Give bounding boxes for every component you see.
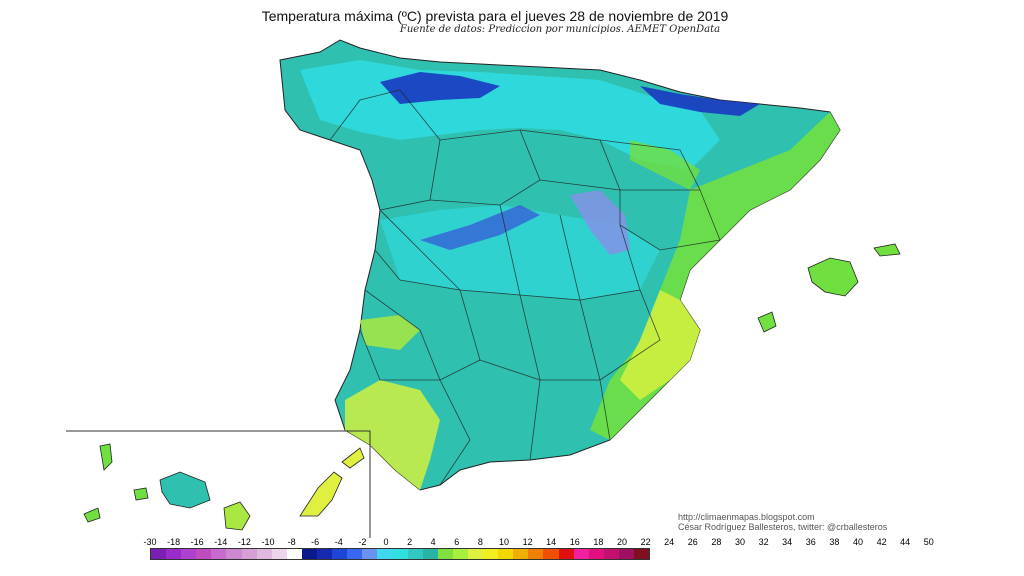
legend-swatch bbox=[362, 549, 378, 559]
legend-swatch bbox=[317, 549, 333, 559]
canary-fuerteventura bbox=[299, 471, 343, 517]
legend-swatch bbox=[634, 549, 650, 559]
balearic-menorca bbox=[873, 243, 901, 257]
legend-swatch bbox=[407, 549, 423, 559]
legend-swatch bbox=[241, 549, 257, 559]
color-legend-bar bbox=[150, 548, 651, 560]
legend-swatch bbox=[483, 549, 499, 559]
warm-west bbox=[360, 315, 420, 350]
canary-la-palma bbox=[99, 443, 113, 471]
legend-swatch bbox=[271, 549, 287, 559]
legend-swatch bbox=[301, 549, 318, 559]
legend-swatch bbox=[498, 549, 514, 559]
warm-southwest bbox=[345, 380, 440, 490]
yellow-levante bbox=[620, 290, 700, 400]
cold-band-cantabrian bbox=[380, 72, 500, 104]
legend-swatch bbox=[392, 549, 408, 559]
legend-swatch bbox=[588, 549, 604, 559]
canary-lanzarote bbox=[341, 447, 365, 469]
legend-swatch bbox=[256, 549, 272, 559]
legend-swatch bbox=[211, 549, 227, 559]
legend-swatch bbox=[196, 549, 212, 559]
credit-url: http://climaenmapas.blogspot.com bbox=[678, 512, 815, 522]
canary-el-hierro bbox=[83, 507, 101, 523]
cold-band-pyrenees bbox=[640, 86, 760, 116]
credit-block: http://climaenmapas.blogspot.com César R… bbox=[678, 512, 887, 532]
legend-swatch bbox=[286, 549, 302, 559]
legend-swatch bbox=[347, 549, 363, 559]
legend-swatch bbox=[573, 549, 589, 559]
balearic-ibiza bbox=[757, 311, 777, 333]
cold-band-central bbox=[420, 205, 540, 250]
legend-swatch bbox=[618, 549, 634, 559]
balearic-mallorca bbox=[807, 257, 859, 297]
legend-swatch bbox=[452, 549, 468, 559]
legend-swatch bbox=[467, 549, 484, 559]
legend-swatch bbox=[513, 549, 529, 559]
canary-la-gomera bbox=[133, 487, 149, 501]
legend-swatch bbox=[528, 549, 544, 559]
legend-swatch bbox=[332, 549, 348, 559]
credit-author: César Rodríguez Ballesteros, twitter: @c… bbox=[678, 522, 888, 532]
warm-ebro bbox=[630, 140, 700, 190]
legend-swatch bbox=[151, 549, 167, 559]
legend-swatch bbox=[558, 549, 574, 559]
canary-gran-canaria bbox=[223, 501, 251, 531]
legend-swatch bbox=[603, 549, 619, 559]
legend-swatch bbox=[437, 549, 453, 559]
legend-swatch bbox=[166, 549, 182, 559]
legend-swatch bbox=[181, 549, 197, 559]
canary-tenerife bbox=[159, 471, 211, 509]
map-title: Temperatura máxima (ºC) prevista para el… bbox=[261, 8, 729, 24]
legend-swatch bbox=[226, 549, 242, 559]
legend-swatch bbox=[422, 549, 438, 559]
map-subtitle: Fuente de datos: Prediccion por municipi… bbox=[399, 24, 721, 35]
legend-swatch bbox=[377, 549, 393, 559]
canary-inset-frame bbox=[66, 430, 371, 538]
province-borders bbox=[329, 89, 721, 486]
lavender-iberico bbox=[570, 190, 630, 255]
legend-swatch bbox=[543, 549, 559, 559]
